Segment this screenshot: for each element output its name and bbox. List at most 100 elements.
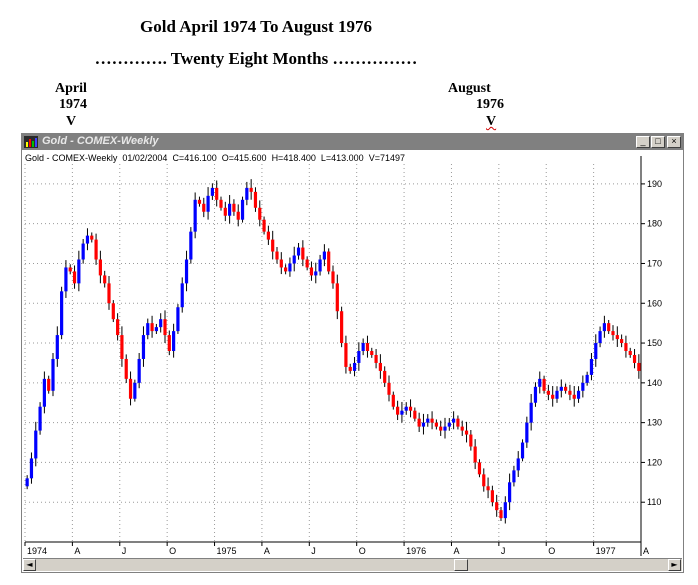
candle-body: [184, 259, 189, 284]
candle-body: [361, 343, 365, 352]
chart-subtitle: …………. Twenty Eight Months ……………: [94, 49, 418, 68]
price-chart: 110 120 130 140 150 160 170 180 190 1974 A J O 1975 A J…: [24, 156, 662, 556]
info-symbol: Gold - COMEX-Weekly: [25, 153, 118, 163]
candle-body: [378, 362, 382, 371]
quote-info-bar: Gold - COMEX-Weekly 01/02/2004 C=416.100…: [25, 153, 405, 163]
candle-body: [331, 271, 335, 284]
candle-body: [107, 283, 111, 304]
candle-body: [503, 502, 507, 519]
minimize-button[interactable]: _: [636, 136, 650, 148]
scroll-left-arrow-icon[interactable]: ◄: [23, 559, 36, 571]
candle-body: [413, 410, 417, 419]
candle-body: [314, 271, 318, 276]
candle-body: [348, 366, 352, 371]
candle-body: [180, 283, 184, 308]
candle-body: [340, 311, 344, 344]
candle-body: [598, 331, 602, 344]
candle-body: [72, 271, 77, 284]
candle-body: [133, 382, 137, 399]
candle-body: [620, 339, 624, 344]
horizontal-scrollbar[interactable]: ◄ ►: [23, 558, 682, 571]
candle-body: [223, 207, 227, 216]
candle-body: [42, 378, 46, 407]
candle-body: [34, 430, 38, 459]
info-date: 01/02/2004: [122, 153, 168, 163]
close-button[interactable]: ×: [667, 136, 681, 148]
candle-body: [327, 251, 331, 272]
candle-body: [391, 394, 395, 407]
candle-body: [576, 390, 581, 399]
candle-body: [38, 406, 42, 431]
candle-body: [215, 187, 219, 200]
candle-body: [594, 343, 598, 359]
candle-body: [232, 203, 236, 212]
start-marker-month: April: [55, 81, 87, 96]
candle-body: [551, 394, 555, 399]
candle-body: [538, 378, 542, 387]
x-tick-label: O: [548, 546, 555, 556]
candle-body: [352, 362, 357, 371]
candle-body: [81, 243, 85, 260]
candle-body: [589, 358, 594, 375]
candle-body: [520, 442, 525, 459]
candle-body: [202, 203, 206, 212]
candle-body: [98, 259, 102, 276]
y-tick-label: 110: [647, 497, 661, 507]
scroll-thumb[interactable]: [454, 559, 468, 571]
candle-body: [55, 335, 59, 359]
candle-body: [490, 490, 494, 503]
candle-body: [296, 247, 301, 256]
candle-body: [253, 191, 258, 208]
candle-body: [559, 386, 563, 391]
candle-body: [47, 378, 51, 391]
candle-body: [430, 418, 434, 423]
candle-body: [482, 474, 486, 487]
scroll-right-arrow-icon[interactable]: ►: [668, 559, 681, 571]
candle-body: [495, 502, 499, 511]
candle-body: [111, 303, 115, 320]
window-titlebar[interactable]: Gold - COMEX-Weekly _ □ ×: [22, 134, 683, 150]
candle-body: [279, 259, 283, 268]
x-tick-label: O: [359, 546, 366, 556]
candle-body: [68, 267, 72, 272]
candle-body: [499, 510, 503, 519]
candle-body: [167, 335, 171, 352]
chart-app-icon: [24, 136, 38, 148]
candle-body: [581, 382, 585, 391]
candle-body: [370, 351, 374, 355]
candle-body: [249, 187, 253, 192]
candle-body: [512, 470, 516, 483]
chart-window: 110 120 130 140 150 160 170 180 190 1974 A J O 1975 A J…: [21, 133, 684, 573]
candle-body: [245, 187, 249, 200]
candle-body: [163, 319, 167, 336]
candle-body: [383, 370, 387, 383]
candle-body: [443, 426, 447, 431]
candle-body: [408, 406, 413, 411]
candle-body: [568, 390, 572, 395]
candle-body: [275, 251, 279, 260]
candle-body: [85, 235, 90, 244]
x-tick-label: A: [643, 546, 649, 556]
candle-body: [486, 486, 490, 491]
candle-body: [305, 259, 309, 268]
candle-body: [628, 351, 632, 355]
candle-body: [426, 418, 430, 423]
candle-body: [396, 406, 400, 415]
candle-body: [456, 418, 460, 427]
candle-body: [236, 211, 240, 220]
y-tick-label: 170: [647, 258, 662, 268]
maximize-button[interactable]: □: [651, 136, 665, 148]
candle-body: [309, 267, 314, 276]
candle-body: [292, 255, 296, 264]
x-tick-label: J: [501, 546, 506, 556]
candle-body: [288, 263, 292, 272]
candle-body: [25, 478, 29, 487]
candle-body: [271, 239, 275, 252]
info-low: L=413.000: [320, 153, 364, 163]
candle-body: [344, 343, 348, 367]
info-close: C=416.100: [172, 153, 217, 163]
candle-body: [615, 335, 619, 340]
candle-body: [284, 267, 288, 272]
x-tick-label: A: [264, 546, 270, 556]
candle-body: [529, 402, 533, 423]
